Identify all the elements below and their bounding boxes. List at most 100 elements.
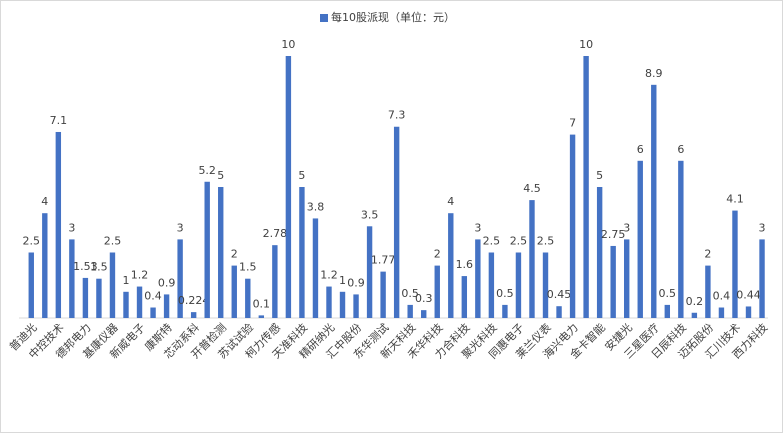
- bar: [258, 315, 265, 318]
- data-label: 3: [759, 221, 766, 234]
- data-label: 0.5: [496, 287, 514, 300]
- data-label: 2.5: [23, 235, 41, 248]
- data-label: 1: [122, 274, 129, 287]
- data-label: 4: [41, 195, 48, 208]
- data-label: 1.5: [90, 261, 108, 274]
- data-label: 7: [569, 117, 576, 130]
- data-label: 3: [177, 221, 184, 234]
- data-label: 1.2: [131, 269, 149, 282]
- bar: [651, 84, 657, 318]
- bar: [488, 252, 495, 318]
- bar: [42, 213, 48, 318]
- bar: [299, 187, 305, 318]
- bar: [542, 252, 549, 318]
- bar: [150, 307, 156, 318]
- data-label: 3.8: [307, 200, 325, 213]
- data-label: 2.5: [104, 235, 122, 248]
- bar: [502, 304, 508, 318]
- bar: [326, 286, 332, 318]
- bar: [28, 252, 34, 318]
- data-label: 5: [596, 169, 603, 182]
- bar: [380, 271, 386, 318]
- bar: [163, 294, 170, 318]
- data-label: 2.5: [510, 235, 528, 248]
- data-label: 0.5: [659, 287, 677, 300]
- bar: [218, 187, 224, 318]
- data-label: 7.1: [50, 114, 68, 127]
- data-label: 0.2: [686, 295, 704, 308]
- bar: [732, 210, 738, 318]
- bar: [312, 218, 319, 318]
- data-label: 0.5: [401, 287, 419, 300]
- bar: [529, 200, 535, 318]
- bar: [691, 312, 698, 318]
- bar: [353, 294, 359, 318]
- data-label: 3: [68, 221, 75, 234]
- bar: [96, 278, 102, 318]
- bar: [339, 291, 346, 318]
- bar: [745, 306, 752, 318]
- data-label: 2.78: [263, 227, 288, 240]
- data-label: 4: [447, 195, 454, 208]
- bar: [245, 278, 251, 318]
- data-label: 2: [704, 248, 711, 261]
- data-label: 5: [217, 169, 224, 182]
- legend-label: 每10股派现（单位：元）: [331, 10, 455, 24]
- data-label: 1.77: [371, 254, 396, 267]
- bar: [285, 56, 292, 318]
- data-label: 1.5: [239, 261, 257, 274]
- bar: [55, 131, 62, 318]
- data-label: 0.44: [736, 288, 761, 301]
- bar: [82, 277, 89, 318]
- bar: [556, 306, 562, 318]
- data-label: 4.1: [726, 193, 744, 206]
- bar: [448, 213, 454, 318]
- bar: [759, 239, 765, 318]
- bar: [69, 239, 75, 318]
- data-label: 0.4: [713, 290, 731, 303]
- data-label: 2: [434, 248, 441, 261]
- bar: [407, 304, 413, 318]
- bar: [190, 312, 197, 318]
- bar: [393, 126, 400, 319]
- data-label: 10: [281, 38, 295, 51]
- data-label: 1: [339, 274, 346, 287]
- legend-swatch: [320, 14, 328, 22]
- bar: [231, 265, 237, 318]
- bar: [664, 304, 671, 318]
- data-label: 7.3: [388, 109, 406, 122]
- data-label: 0.224: [178, 294, 210, 307]
- data-label: 0.45: [547, 288, 572, 301]
- bar: [366, 226, 373, 318]
- bar: [109, 252, 116, 318]
- data-label: 2: [231, 248, 238, 261]
- bar: [461, 276, 468, 318]
- data-label: 1.53: [73, 260, 98, 273]
- bar: [705, 265, 711, 318]
- bar: [596, 187, 603, 318]
- bar: [272, 245, 278, 318]
- data-label: 5.2: [198, 164, 216, 177]
- data-label: 5: [298, 169, 305, 182]
- data-label: 2.5: [483, 235, 501, 248]
- bar: [515, 252, 522, 318]
- data-label: 10: [579, 38, 593, 51]
- data-label: 3: [623, 221, 630, 234]
- bar: [610, 245, 616, 318]
- data-label: 2.75: [601, 228, 626, 241]
- data-label: 1.6: [456, 258, 474, 271]
- data-label: 0.4: [144, 290, 162, 303]
- data-label: 3: [474, 221, 481, 234]
- bar: [624, 239, 630, 318]
- data-label: 0.3: [415, 292, 433, 305]
- data-label: 0.9: [158, 276, 176, 289]
- data-label: 2.5: [537, 235, 555, 248]
- bar: [475, 239, 481, 318]
- bar: [136, 286, 143, 318]
- data-label: 0.1: [253, 297, 271, 310]
- data-label: 3.5: [361, 208, 379, 221]
- bar: [718, 307, 725, 318]
- data-label: 0.9: [347, 276, 365, 289]
- bar: [583, 56, 589, 318]
